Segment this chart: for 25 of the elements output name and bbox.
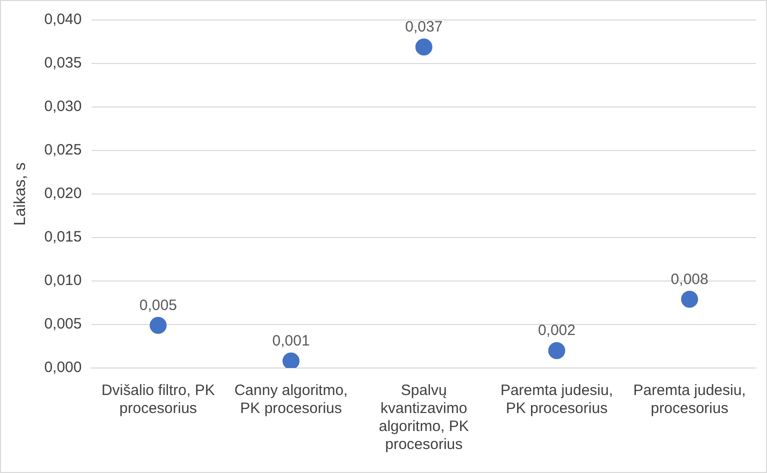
- point: [150, 316, 167, 334]
- x-tick-label: Spalvų kvantizavimo algoritmo, PK procesorius: [378, 382, 469, 454]
- x-tick-label: Canny algoritmo, PK procesorius: [234, 382, 348, 418]
- point: [415, 38, 432, 56]
- y-tick-label: 0,035: [44, 54, 82, 72]
- data-label: 0,037: [405, 18, 443, 36]
- x-tick-label: Paremta judesiu, procesorius: [633, 382, 746, 418]
- y-tick-label: 0,020: [44, 185, 82, 202]
- point: [681, 290, 698, 308]
- y-axis-title: Laikas, s: [12, 162, 30, 226]
- y-tick-label: 0,010: [44, 272, 82, 290]
- data-label: 0,001: [272, 332, 310, 350]
- x-tick-label: Dvišalio filtro, PK procesorius: [101, 382, 215, 418]
- data-label: 0,008: [670, 270, 708, 288]
- point: [548, 342, 566, 360]
- y-tick-label: 0,040: [44, 11, 82, 28]
- data-label: 0,002: [538, 322, 576, 340]
- y-tick-label: 0,025: [44, 142, 82, 159]
- y-tick-label: 0,030: [44, 98, 82, 116]
- data-label: 0,005: [139, 297, 177, 314]
- y-tick-label: 0,015: [44, 228, 82, 246]
- x-tick-label: Paremta judesiu, PK procesorius: [500, 382, 613, 418]
- y-tick-label: 0,000: [44, 359, 82, 376]
- point: [282, 352, 300, 368]
- y-tick-label: 0,005: [44, 316, 82, 333]
